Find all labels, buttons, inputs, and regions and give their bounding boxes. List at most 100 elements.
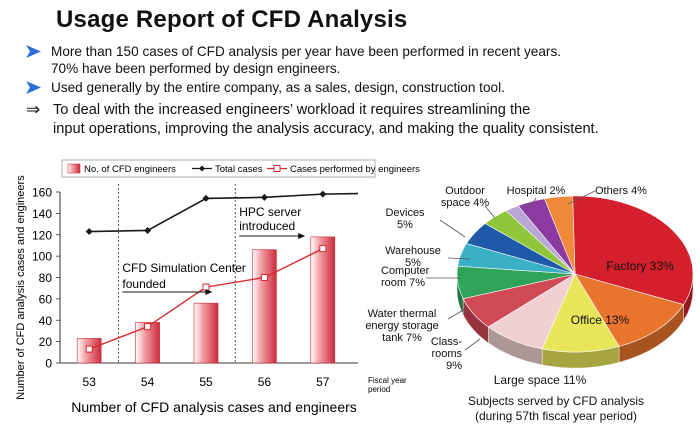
pie-label-line: Office 13%: [571, 313, 630, 327]
legend-label: No. of CFD engineers: [84, 164, 176, 175]
x-tick-label: 56: [258, 375, 272, 389]
pie-slice: [544, 195, 576, 275]
y-tick-label: 140: [32, 207, 52, 221]
annotation-line: founded: [122, 277, 165, 291]
pie-caption-line: Subjects served by CFD analysis: [467, 394, 645, 408]
x-period-label: Fiscal year period: [368, 376, 407, 394]
legend-swatch-bar: [67, 163, 81, 174]
bullet-text-line: 70% have been performed by design engine…: [51, 61, 341, 76]
legend-label: Cases performed by engineers: [290, 164, 420, 175]
x-tick-label: 53: [83, 375, 97, 389]
pie-leader-line: [484, 205, 496, 219]
pie-label-line: Outdoor: [445, 185, 485, 197]
page-title: Usage Report of CFD Analysis: [56, 6, 408, 33]
pie-slice: [572, 195, 694, 305]
total-cases-point: [144, 226, 152, 234]
y-tick-label: 120: [32, 228, 52, 242]
pie-label: Warehouse 5%: [385, 245, 441, 269]
engineer-cases-point: [202, 283, 210, 291]
pie-label: Outdoor space 4%: [441, 185, 490, 209]
engineer-cases-point: [319, 245, 327, 253]
y-tick-label: 40: [39, 314, 53, 328]
annotation-text: HPC server introduced: [239, 205, 301, 233]
pie-label-line: Warehouse: [385, 245, 441, 257]
pie-label-line: Computer: [381, 265, 430, 277]
pie-leader-line: [439, 219, 466, 238]
series-line-total-cases: [89, 192, 359, 233]
arrow-bullet-icon: [26, 81, 41, 94]
pie-label: Large space 11%: [494, 373, 587, 387]
bar: [310, 236, 336, 364]
y-tick-label: 60: [39, 292, 53, 306]
pie-label-line: Water thermal: [368, 308, 437, 320]
chart-legend: No. of CFD engineers Total cases Cases per…: [61, 159, 420, 178]
pie-label-line: room 7%: [381, 277, 425, 289]
annotation-arrowhead: [298, 233, 306, 239]
annotation-text: CFD Simulation Center founded: [122, 261, 245, 291]
arrow-bullet-icon: [26, 45, 41, 58]
pie-label: Factory 33%: [606, 259, 674, 273]
pie-label-line: Hospital 2%: [507, 185, 566, 197]
legend-marker: [199, 165, 205, 172]
bar: [252, 249, 277, 364]
pie-leader-line: [447, 308, 466, 320]
pie-leader-line: [567, 190, 596, 205]
pie-label-line: Large space 11%: [494, 373, 587, 387]
x-period-label-line: period: [368, 385, 390, 394]
y-tick-label: 160: [32, 186, 52, 200]
pie-leader-line: [529, 197, 537, 209]
pie-label-line: Class-: [431, 336, 463, 348]
pie-slice: [541, 273, 620, 353]
pie-label: Water thermal energy storage tank 7%: [365, 308, 438, 344]
engineer-cases-point: [85, 345, 93, 353]
pie-leader-line: [464, 338, 481, 351]
annotation-arrowhead: [205, 289, 213, 295]
x-tick-label: 54: [141, 375, 155, 389]
bullet-text-line: Used generally by the entire company, as…: [51, 80, 505, 95]
pie-label-line: Devices: [385, 207, 425, 219]
x-tick-label: 55: [199, 375, 213, 389]
legend-label: Total cases: [215, 164, 263, 175]
y-tick-label: 80: [39, 271, 53, 285]
bar: [193, 302, 219, 364]
combo-chart: No. of CFD engineers Total cases Cases per…: [15, 159, 420, 415]
pie-caption: Subjects served by CFD analysis (during …: [448, 394, 664, 424]
total-cases-point: [260, 193, 268, 201]
y-axis-title: Number of CFD analysis cases and enginee…: [15, 175, 27, 400]
annotation-line: introduced: [239, 219, 295, 233]
x-tick-label: 57: [316, 375, 330, 389]
pie-label-line: Others 4%: [595, 185, 647, 197]
annotation-line: HPC server: [239, 205, 301, 219]
legend-marker: [273, 165, 281, 172]
pie-label: Class-rooms 9%: [431, 336, 463, 372]
implies-arrow-icon: ⇒: [26, 100, 41, 119]
pie-label: Hospital 2%: [507, 185, 566, 197]
y-tick-label: 100: [32, 250, 52, 264]
pie-caption-line: (during 57th fiscal year period): [474, 409, 638, 423]
pie-leader-line: [447, 257, 471, 260]
pie-label-line: 5%: [397, 219, 413, 231]
bullet-text-line: More than 150 cases of CFD analysis per …: [51, 44, 562, 59]
pie-label-line: rooms: [431, 348, 462, 360]
engineer-cases-point: [260, 274, 268, 281]
pie-label: Devices 5%: [385, 207, 425, 231]
annotation-line: CFD Simulation Center: [122, 261, 245, 275]
y-tick-label: 0: [45, 357, 52, 371]
pie-label: Others 4%: [595, 185, 647, 197]
pie-label: Computer room 7%: [381, 265, 430, 289]
pie-label-line: energy storage: [365, 320, 438, 332]
pie-label-line: space 4%: [441, 197, 490, 209]
pie-slice: [574, 273, 685, 347]
x-period-label-line: Fiscal year: [368, 376, 407, 385]
pie-label-line: 5%: [405, 257, 421, 269]
engineer-cases-point: [144, 323, 152, 331]
pie-label: Office 13%: [571, 313, 630, 327]
total-cases-point: [202, 194, 210, 202]
conclusion-line: To deal with the increased engineers’ wo…: [53, 102, 531, 118]
conclusion-line: input operations, improving the analysis…: [53, 121, 599, 137]
pie-label-line: tank 7%: [382, 332, 422, 344]
x-axis-title: Number of CFD analysis cases and enginee…: [71, 399, 357, 415]
pie-chart: Factory 33% Office 13% Large space 11% Clas…: [365, 185, 694, 387]
total-cases-point: [319, 190, 327, 198]
pie-label-line: 9%: [446, 360, 462, 372]
